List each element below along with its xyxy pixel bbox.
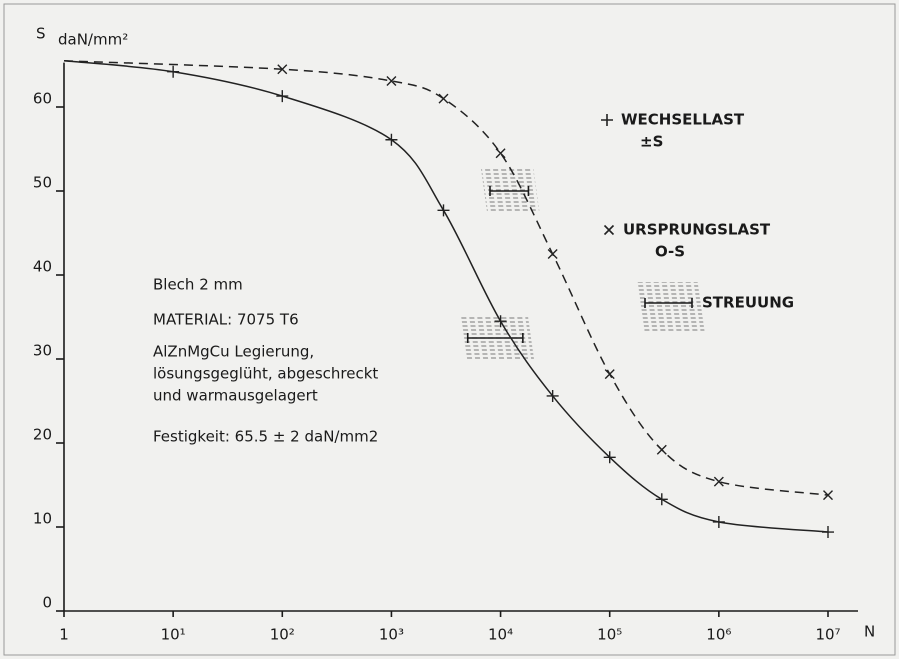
legend-marker — [601, 114, 613, 126]
annotation: MATERIAL: 7075 T6 — [153, 311, 299, 329]
x-tick-label: 10³ — [379, 626, 404, 644]
annotation: AlZnMgCu Legierung, — [153, 343, 314, 361]
annotation: Festigkeit: 65.5 ± 2 daN/mm2 — [153, 428, 378, 446]
y-tick-label: 50 — [33, 174, 52, 192]
marker — [604, 369, 615, 380]
marker — [494, 315, 507, 328]
marker — [385, 133, 398, 146]
marker — [713, 476, 724, 487]
marker — [167, 65, 180, 78]
marker — [276, 90, 289, 103]
x-tick-label: 10⁷ — [815, 626, 840, 644]
x-label: N — [864, 623, 875, 641]
curve — [63, 60, 829, 533]
y-tick-label: 60 — [33, 90, 52, 108]
marker — [495, 148, 506, 159]
x-tick-label: 10⁵ — [597, 626, 622, 644]
y-label: S — [36, 25, 46, 43]
legend-band — [637, 282, 705, 332]
marker — [277, 64, 288, 75]
x-tick-label: 10⁴ — [488, 626, 513, 644]
y-tick-label: 20 — [33, 426, 52, 444]
y-tick-label: 30 — [33, 342, 52, 360]
curve — [63, 60, 829, 496]
marker — [386, 75, 397, 86]
legend-label: WECHSELLAST — [621, 111, 745, 129]
annotation: und warmausgelagert — [153, 387, 318, 405]
y-unit: daN/mm² — [58, 31, 128, 49]
x-tick-label: 1 — [59, 626, 69, 644]
marker — [656, 444, 667, 455]
marker — [822, 526, 834, 539]
scatter-bar — [466, 333, 524, 343]
x-tick-label: 10¹ — [161, 626, 186, 644]
marker — [712, 515, 725, 528]
marker — [547, 249, 558, 259]
annotation: Blech 2 mm — [153, 276, 243, 294]
y-tick-label: 0 — [42, 594, 52, 612]
frame — [3, 3, 896, 656]
y-tick-label: 10 — [33, 510, 52, 528]
legend-sub: O-S — [655, 243, 685, 261]
marker — [823, 490, 833, 501]
legend-label: STREUUNG — [702, 294, 794, 312]
marker — [437, 204, 450, 217]
legend-label: URSPRUNGSLAST — [623, 221, 771, 239]
legend-bar — [644, 298, 693, 308]
marker — [603, 451, 616, 464]
marker — [438, 93, 449, 104]
scatter-bar — [489, 186, 530, 196]
marker — [546, 389, 559, 402]
legend-sub: ±S — [640, 133, 663, 151]
annotation: lösungsgeglüht, abgeschreckt — [153, 365, 378, 383]
y-tick-label: 40 — [33, 258, 52, 276]
x-tick-label: 10² — [270, 626, 295, 644]
marker — [655, 493, 668, 506]
x-tick-label: 10⁶ — [706, 626, 731, 644]
legend-marker — [603, 224, 615, 236]
